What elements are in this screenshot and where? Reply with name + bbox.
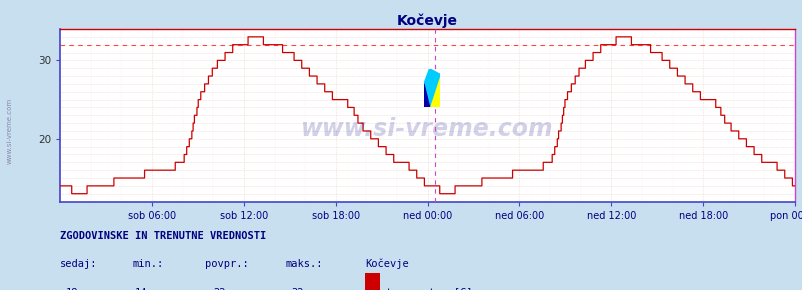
Text: 32: 32 xyxy=(290,288,303,290)
Text: 22: 22 xyxy=(213,288,225,290)
Text: 14: 14 xyxy=(134,288,147,290)
Text: ZGODOVINSKE IN TRENUTNE VREDNOSTI: ZGODOVINSKE IN TRENUTNE VREDNOSTI xyxy=(60,231,266,241)
Text: sedaj:: sedaj: xyxy=(60,259,98,269)
Text: Kočevje: Kočevje xyxy=(365,258,408,269)
Polygon shape xyxy=(429,74,439,107)
Text: min.:: min.: xyxy=(132,259,164,269)
Polygon shape xyxy=(423,84,429,107)
Polygon shape xyxy=(423,69,439,107)
Text: 18: 18 xyxy=(66,288,79,290)
Text: www.si-vreme.com: www.si-vreme.com xyxy=(6,97,13,164)
Text: maks.:: maks.: xyxy=(285,259,322,269)
Text: temperatura[C]: temperatura[C] xyxy=(385,288,472,290)
Title: Kočevje: Kočevje xyxy=(397,13,457,28)
Text: www.si-vreme.com: www.si-vreme.com xyxy=(301,117,553,141)
Text: povpr.:: povpr.: xyxy=(205,259,248,269)
